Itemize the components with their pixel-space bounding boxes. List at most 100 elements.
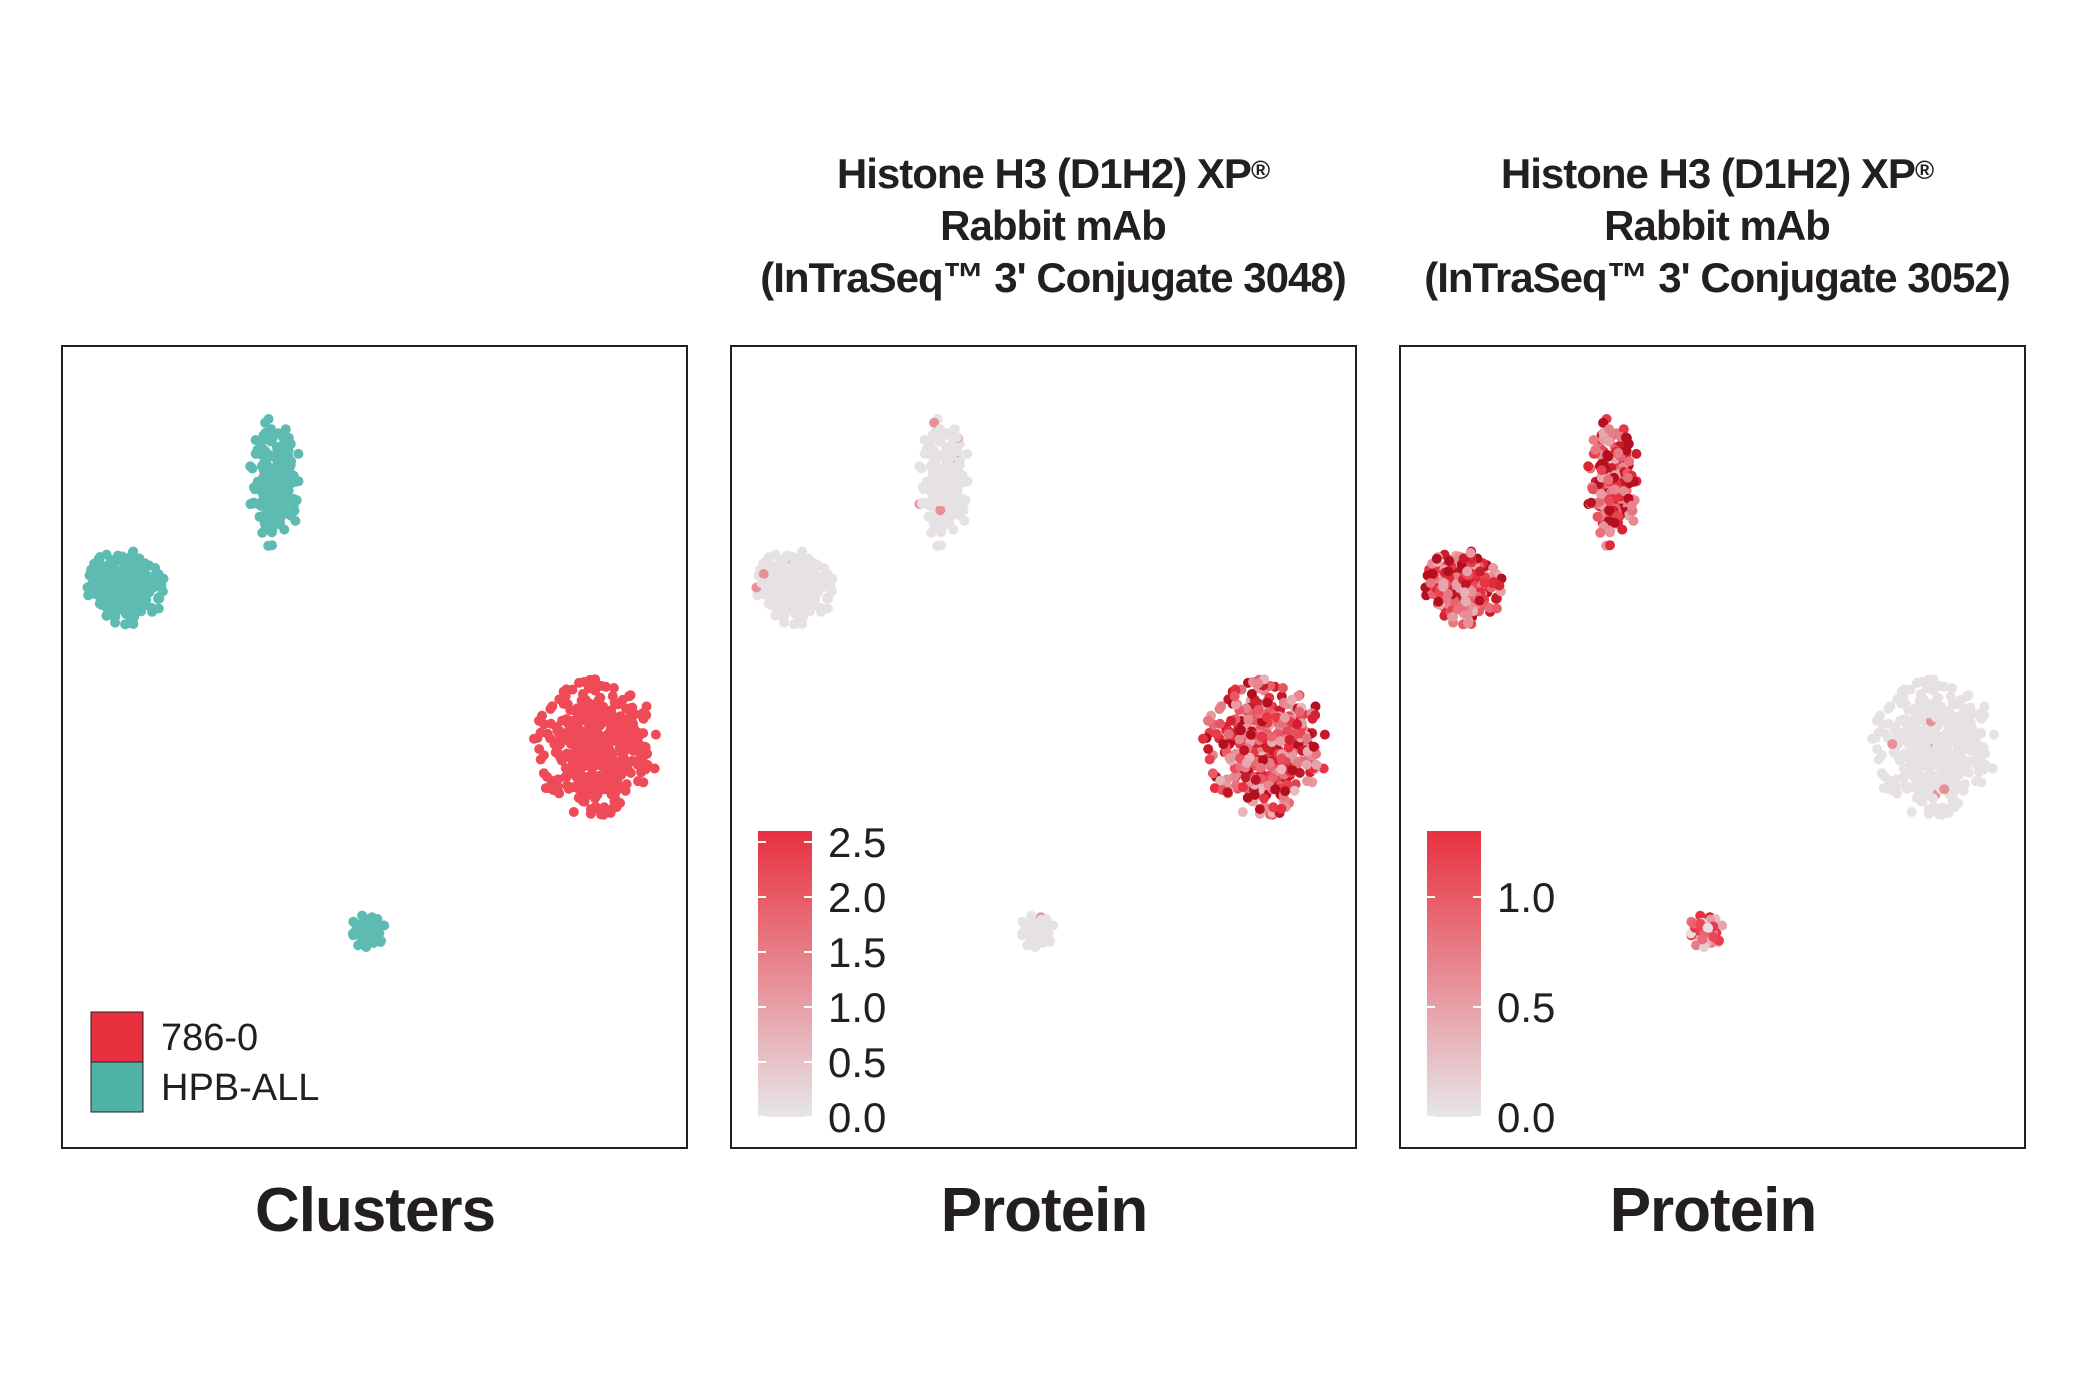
point-1-0-375 — [1223, 729, 1234, 740]
point-2-2-206 — [1425, 578, 1436, 589]
point-1-1-171 — [935, 424, 946, 435]
point-1-2-213 — [775, 556, 786, 567]
point-0-0-161 — [546, 775, 557, 786]
point-2-0-397 — [1908, 745, 1919, 756]
point-1-3-53 — [1019, 918, 1030, 929]
protein-3052-x-label: Protein — [1609, 1176, 1818, 1245]
point-0-0-270 — [542, 728, 553, 739]
point-1-1-181 — [953, 472, 964, 483]
point-2-0-406 — [1927, 755, 1937, 766]
point-2-1-176 — [1603, 474, 1614, 485]
point-1-0-338 — [1308, 741, 1319, 752]
point-1-0-181 — [1198, 733, 1208, 744]
point-2-1-180 — [1602, 450, 1613, 460]
point-0-1-123 — [250, 435, 261, 445]
point-2-0-327 — [1937, 802, 1948, 813]
point-1-0-397 — [1239, 745, 1250, 756]
point-0-1-116 — [280, 424, 291, 435]
point-0-0-195 — [596, 680, 607, 691]
point-0-3-57 — [359, 934, 370, 945]
point-2-0-202 — [1872, 744, 1883, 755]
point-1-2-228 — [811, 578, 822, 589]
point-0-0-419 — [597, 731, 608, 742]
point-2-1-83 — [1583, 461, 1594, 472]
legend-label-1: HPB-ALL — [161, 1067, 319, 1109]
point-1-0-374 — [1226, 715, 1236, 726]
point-2-0-329 — [1906, 782, 1917, 792]
point-0-0-181 — [529, 733, 539, 744]
point-1-0-358 — [1294, 706, 1305, 717]
point-2-0-195 — [1934, 680, 1945, 691]
point-0-1-181 — [284, 472, 295, 483]
point-2-1-160 — [1592, 511, 1603, 522]
point-0-1-170 — [271, 517, 282, 528]
point-0-1-159 — [266, 505, 277, 516]
point-2-0-403 — [1931, 697, 1942, 708]
point-1-0-364 — [1301, 759, 1312, 770]
point-2-0-358 — [1963, 706, 1974, 717]
point-1-2-222 — [764, 596, 775, 607]
point-1-0-90 — [1204, 754, 1215, 765]
point-2-2-225 — [1465, 547, 1476, 558]
point-2-3-50 — [1699, 942, 1710, 953]
point-1-1-106 — [959, 515, 970, 526]
point-0-0-375 — [554, 729, 565, 740]
point-0-0-372 — [566, 725, 577, 736]
point-2-0-392 — [1945, 803, 1956, 814]
point-1-0-359 — [1249, 789, 1260, 800]
point-1-0-412 — [1255, 762, 1266, 773]
point-0-0-411 — [642, 759, 653, 770]
colorbar-label-2-0: 1.0 — [1497, 874, 1555, 921]
point-1-1-176 — [934, 474, 945, 485]
point-1-0-274 — [1267, 772, 1278, 783]
point-0-2-193 — [89, 569, 100, 579]
point-0-0-406 — [589, 755, 599, 766]
point-0-1-149 — [248, 497, 258, 508]
point-1-0-347 — [1207, 768, 1218, 779]
point-2-0-349 — [1925, 731, 1936, 742]
protein-3052-scatter-svg: 1.0 0.5 0.0 — [1420, 414, 1999, 1141]
point-0-0-403 — [593, 697, 604, 708]
point-2-2-222 — [1433, 596, 1444, 607]
point-1-1-107 — [925, 496, 936, 507]
point-1-1-135 — [955, 456, 966, 467]
point-2-2-198 — [1491, 603, 1502, 614]
point-2-3-27 — [1717, 920, 1728, 931]
point-2-1-85 — [1631, 448, 1642, 459]
point-2-1-159 — [1604, 505, 1615, 516]
point-1-1-185 — [927, 465, 938, 476]
point-0-1-117 — [265, 436, 276, 447]
point-1-0-345 — [1234, 734, 1245, 745]
point-0-0-237 — [574, 714, 585, 725]
point-2-0-161 — [1884, 775, 1895, 786]
point-1-0-400 — [1240, 772, 1251, 783]
point-0-0-329 — [568, 782, 579, 792]
point-1-0-403 — [1262, 697, 1273, 708]
point-2-3-57 — [1697, 934, 1708, 945]
point-0-1-83 — [245, 461, 256, 472]
point-0-0-376 — [584, 678, 594, 689]
point-0-0-341 — [585, 804, 596, 815]
point-0-0-374 — [557, 715, 567, 726]
panel-2-title-line-2: Rabbit mAb — [940, 202, 1167, 249]
point-1-2-226 — [762, 553, 773, 564]
point-2-1-175 — [1621, 445, 1632, 456]
point-0-0-338 — [639, 741, 650, 752]
point-2-1-106 — [1628, 515, 1639, 526]
point-0-2-198 — [153, 603, 164, 614]
point-0-0-314 — [623, 758, 634, 769]
point-2-0-394 — [1945, 753, 1956, 764]
point-0-1-137 — [249, 484, 260, 495]
point-0-2-228 — [142, 578, 153, 589]
point-2-2-190 — [1458, 553, 1469, 564]
point-1-2-200 — [791, 579, 802, 590]
point-1-0-387 — [1292, 719, 1303, 730]
point-2-0-379 — [1949, 712, 1959, 723]
point-1-0-202 — [1203, 744, 1214, 755]
point-0-1-146 — [266, 527, 277, 538]
point-1-2-202 — [793, 609, 804, 620]
point-2-0-204 — [1988, 729, 1999, 740]
clusters-plot-area: 786-0 HPB-ALL — [61, 345, 688, 1149]
colorbar-label-1-3: 1.0 — [828, 984, 886, 1031]
point-1-2-221 — [774, 566, 785, 577]
